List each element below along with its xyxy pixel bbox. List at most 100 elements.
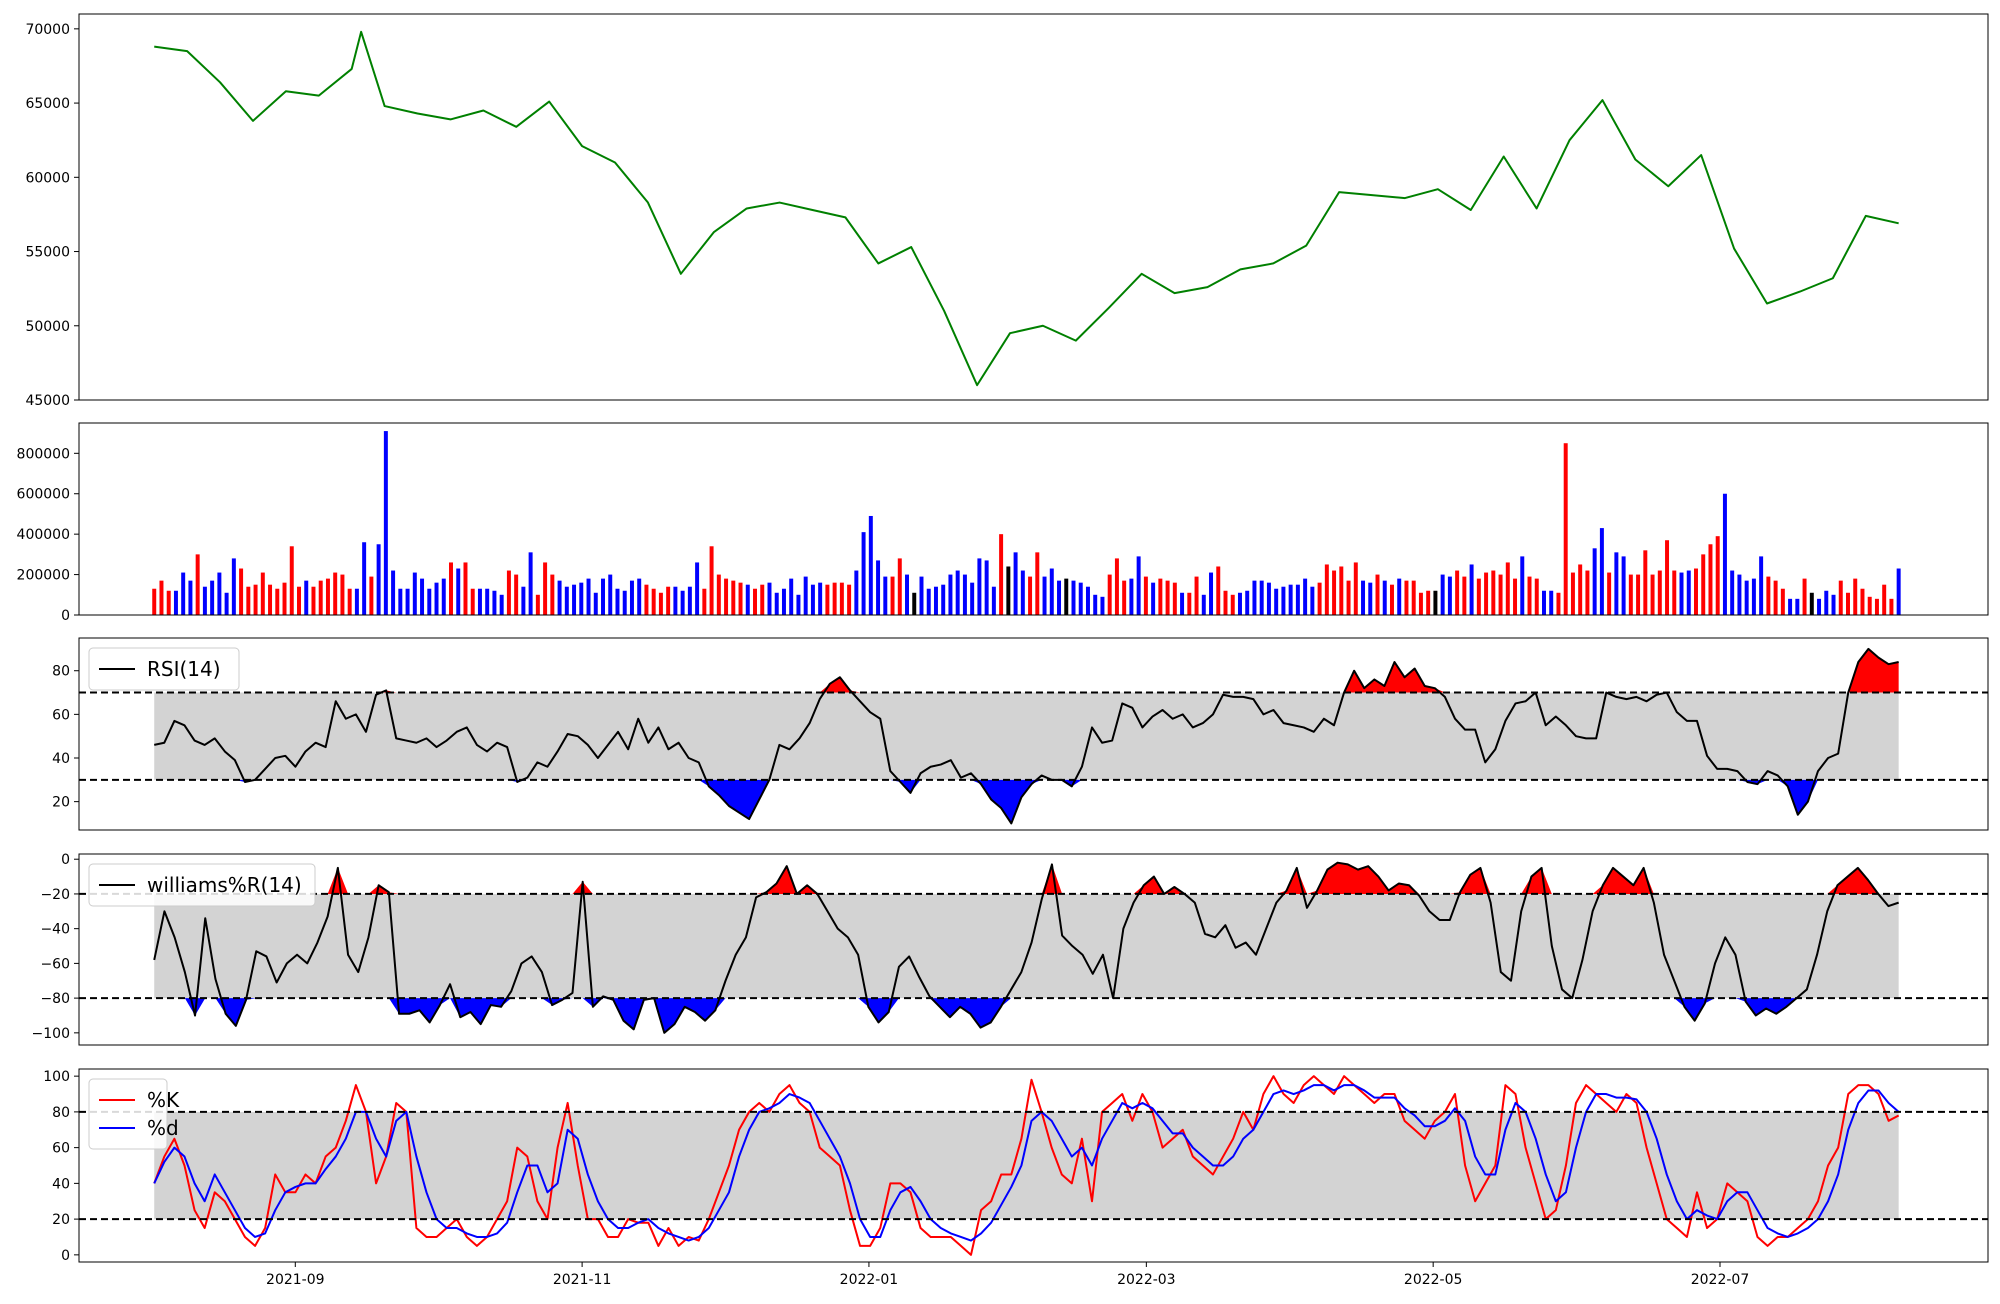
volume-bar [210,580,215,615]
volume-bar [1042,576,1047,615]
volume-bar [1802,578,1807,615]
volume-bar [268,584,273,615]
volume-bar [224,592,229,615]
volume-bar [311,586,316,615]
volume-bar [1882,584,1887,615]
volume-bar [912,592,917,615]
volume-bar [550,574,555,615]
volume-bar [724,578,729,615]
volume-bar [1303,578,1308,615]
volume-bar [781,588,786,615]
volume-bar [926,588,931,615]
williams-oversold-fill [154,998,1899,1033]
volume-bar [173,590,178,615]
volume-bar [1874,598,1879,615]
volume-bar [984,560,989,615]
volume-bar [383,431,388,615]
volume-bar [1455,570,1460,615]
volume-bar [622,590,627,615]
rsi-legend: RSI(14) [88,647,240,691]
volume-y-tick-label: 200000 [17,568,70,584]
volume-bar [1389,584,1394,615]
volume-bar [825,584,830,615]
volume-bar [441,578,446,615]
volume-bar [868,515,873,615]
volume-bar [1180,592,1185,615]
volume-bar [1824,590,1829,615]
volume-bar [637,578,642,615]
volume-bar [1846,592,1850,615]
volume-bar [1889,598,1894,615]
volume-bar [745,584,750,615]
volume-bar [1556,592,1561,615]
volume-bar [716,574,721,615]
stochastic-y-tick-label: 20 [52,1212,70,1228]
x-tick-label: 2021-09 [266,1272,325,1288]
volume-bar [1708,544,1713,615]
volume-bar [362,542,367,615]
williams-y-axis: −100 −80 −60 −40 −20 0 [32,852,79,1042]
volume-bar [702,588,707,615]
volume-bar [572,584,577,615]
price-y-tick-label: 60000 [25,170,70,186]
volume-bar [593,592,598,615]
volume-bar [1809,592,1814,615]
volume-bar [434,582,439,615]
volume-bar [1281,586,1286,615]
volume-bar [999,534,1004,615]
x-tick-label: 2022-07 [1691,1272,1750,1288]
volume-bar [1744,580,1749,615]
volume-bar [955,570,960,615]
rsi-oversold-fill [154,779,1899,824]
volume-bar [1860,588,1865,615]
volume-bar [991,586,996,615]
volume-bar [1701,554,1706,615]
volume-bar [325,578,330,615]
volume-bar [1788,598,1793,615]
volume-bar [890,576,895,615]
volume-bar [420,578,425,615]
volume-bar [376,544,381,615]
volume-bar [217,572,222,615]
volume-bar [1614,552,1619,615]
x-tick-label: 2022-03 [1117,1272,1176,1288]
volume-bar [354,588,359,615]
volume-bar [1332,570,1337,615]
volume-bar [1867,596,1872,615]
volume-bar [1361,580,1366,615]
volume-bar [456,568,461,615]
volume-bar [753,588,757,615]
volume-bar [1657,570,1662,615]
volume-y-axis: 0 200000 400000 600000 800000 [17,446,79,624]
volume-bar [231,558,236,615]
volume-bar [405,588,410,615]
volume-bar [789,578,794,615]
volume-bar [1035,552,1040,615]
volume-bar [1339,566,1344,615]
stochastic-band-fill [154,1111,1899,1220]
volume-bar [767,582,772,615]
volume-bar [1230,594,1235,615]
volume-bar [658,592,663,615]
volume-bar [1085,586,1090,615]
volume-bar [253,584,258,615]
volume-bar [1853,578,1858,615]
volume-bar [905,574,909,615]
volume-bar [832,582,837,615]
price-y-tick-label: 70000 [25,22,70,38]
volume-bar [673,586,678,615]
volume-bar [1498,574,1503,615]
volume-bar [1295,584,1300,615]
williams-legend-label: williams%R(14) [147,873,302,897]
volume-bar [1433,590,1438,615]
volume-bar [1317,582,1322,615]
volume-bar [318,580,323,615]
volume-bar [1078,582,1083,615]
volume-y-tick-label: 0 [61,608,70,624]
volume-bar [861,532,866,615]
williams-y-tick-label: 0 [61,852,70,868]
stochastic-k-line [153,1075,1900,1256]
volume-bar [1766,576,1771,615]
volume-y-tick-label: 600000 [17,487,70,503]
volume-bar [398,588,403,615]
